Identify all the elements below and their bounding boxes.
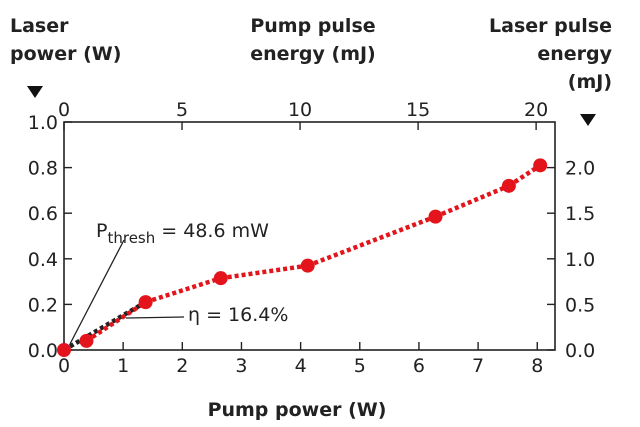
data-point <box>428 209 443 224</box>
threshold-prefix: P <box>96 220 107 242</box>
x-bottom-label: Pump power (W) <box>208 399 387 421</box>
data-point <box>138 295 153 310</box>
y-left-tick-label: 0.6 <box>28 203 58 225</box>
y-left-label-line-2: power (W) <box>10 43 121 65</box>
y-right-label-line-2: energy <box>537 43 612 65</box>
right-axis-marker <box>580 114 596 126</box>
y-right-tick-label: 1.5 <box>565 203 595 225</box>
x-tick-label: 1 <box>117 355 129 377</box>
y-right-tick-label: 0.5 <box>565 294 595 316</box>
plot-frame <box>63 121 556 351</box>
slope-leader-line <box>125 316 185 319</box>
x-tick-label: 4 <box>295 355 307 377</box>
data-point <box>533 158 548 173</box>
data-point <box>300 258 315 273</box>
y-right-tick-label: 0.0 <box>565 340 595 362</box>
x-tick-label: 0 <box>58 355 70 377</box>
slope-annotation: η = 16.4% <box>188 304 288 326</box>
threshold-value: = 48.6 mW <box>155 220 269 242</box>
x-tick-label: 7 <box>472 355 484 377</box>
x-top-tick-label: 20 <box>524 99 548 121</box>
x-tick-label: 5 <box>354 355 366 377</box>
threshold-subscript: thresh <box>107 229 155 247</box>
y-right-tick-label: 2.0 <box>565 158 595 180</box>
data-marks <box>57 158 548 357</box>
tick-group: 0 1 2 3 4 5 6 7 8 0 5 10 15 20 0.0 0.2 0.4 0.6 0.8 1.0 0.0 0.… <box>28 99 595 377</box>
y-left-tick-label: 0.8 <box>28 158 58 180</box>
x-top-tick-label: 15 <box>406 99 430 121</box>
left-axis-marker <box>27 86 43 98</box>
threshold-annotation: Pthresh = 48.6 mW <box>96 220 269 247</box>
threshold-leader-line <box>69 239 125 345</box>
y-left-tick-label: 0.4 <box>28 249 58 271</box>
y-left-tick-label: 0.0 <box>28 340 58 362</box>
data-point <box>501 178 516 193</box>
series-segment <box>85 300 147 343</box>
x-tick-label: 3 <box>235 355 247 377</box>
x-tick-label: 6 <box>413 355 425 377</box>
x-top-tick-label: 10 <box>288 99 312 121</box>
y-right-label-line-1: Laser pulse <box>489 15 612 37</box>
x-top-label-line-1: Pump pulse <box>250 15 375 37</box>
series-segment <box>306 214 437 268</box>
x-tick-label: 8 <box>531 355 543 377</box>
x-top-tick-label: 0 <box>58 99 70 121</box>
linear-fit-line <box>62 300 147 352</box>
data-point <box>57 343 71 357</box>
y-right-label-line-3: (mJ) <box>568 71 612 93</box>
x-top-tick-label: 5 <box>176 99 188 121</box>
data-point <box>213 271 228 286</box>
x-top-label-line-2: energy (mJ) <box>250 43 376 65</box>
x-tick-label: 2 <box>176 355 188 377</box>
y-right-tick-label: 1.0 <box>565 249 595 271</box>
data-point <box>79 333 94 348</box>
y-left-tick-label: 1.0 <box>28 112 58 134</box>
y-left-label-line-1: Laser <box>10 15 69 37</box>
series-segment <box>220 263 309 281</box>
fit-group <box>62 300 147 352</box>
series-segment <box>144 276 222 305</box>
y-left-tick-label: 0.2 <box>28 294 58 316</box>
series-segment <box>434 183 510 219</box>
